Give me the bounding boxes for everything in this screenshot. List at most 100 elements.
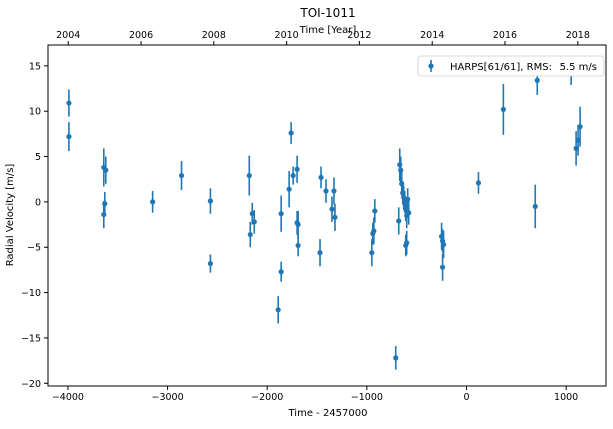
data-point xyxy=(396,207,402,235)
data-point xyxy=(66,89,72,117)
data-point xyxy=(207,254,214,273)
y-tick-label: 0 xyxy=(35,197,41,208)
point-marker xyxy=(66,133,72,140)
point-marker xyxy=(207,198,214,204)
data-point xyxy=(329,196,335,222)
data-point xyxy=(295,234,301,257)
data-point xyxy=(103,156,109,184)
data-point xyxy=(439,229,446,253)
point-marker xyxy=(294,166,300,172)
top-tick-label: 2010 xyxy=(275,30,299,41)
point-marker xyxy=(369,250,375,256)
point-marker xyxy=(246,172,252,179)
legend-rms-value: 5.5 m/s xyxy=(560,62,597,73)
point-marker xyxy=(101,211,107,218)
point-marker xyxy=(247,231,253,238)
point-marker xyxy=(396,218,402,224)
point-marker xyxy=(207,260,214,267)
point-marker xyxy=(500,106,506,112)
point-marker xyxy=(288,130,294,136)
top-tick-label: 2008 xyxy=(202,30,226,41)
data-point xyxy=(403,234,409,257)
y-tick-label: 15 xyxy=(29,61,41,72)
point-marker xyxy=(323,188,329,194)
point-marker xyxy=(475,180,482,186)
point-marker xyxy=(66,100,72,106)
data-point xyxy=(251,210,257,234)
y-tick-label: −10 xyxy=(21,288,41,299)
point-marker xyxy=(577,124,583,130)
point-marker xyxy=(278,211,284,217)
y-tick-label: −5 xyxy=(27,243,41,254)
data-point xyxy=(439,253,446,281)
y-tick-label: −20 xyxy=(21,379,41,390)
x-tick-label: −2000 xyxy=(251,392,283,403)
point-marker xyxy=(275,307,281,313)
data-point xyxy=(406,200,412,225)
data-point xyxy=(178,161,185,191)
point-marker xyxy=(398,167,404,173)
chart-title: TOI-1011 xyxy=(299,6,355,20)
data-point xyxy=(404,230,410,255)
legend-label: HARPS[61/61], RMS: xyxy=(450,62,552,73)
x-tick-label: 1000 xyxy=(554,392,578,403)
data-point xyxy=(150,191,156,213)
top-x-axis-ticks: 2004 2006 2008 2010 2012 2014 2016 2018 xyxy=(56,30,590,45)
data-point xyxy=(278,261,284,282)
point-marker xyxy=(439,264,446,270)
point-marker xyxy=(406,210,412,216)
data-point xyxy=(317,239,323,267)
data-point xyxy=(323,179,329,203)
data-point xyxy=(290,166,296,185)
point-marker xyxy=(331,188,337,194)
y-tick-label: 10 xyxy=(29,107,41,118)
x-tick-label: −4000 xyxy=(52,392,84,403)
point-marker xyxy=(393,355,399,361)
x-axis-label: Time - 2457000 xyxy=(288,408,368,419)
point-marker xyxy=(317,250,323,256)
point-marker xyxy=(397,162,403,168)
data-points xyxy=(66,63,583,370)
y-axis-ticks: −20 −15 −10 −5 0 5 10 15 xyxy=(21,61,48,390)
x-tick-label: 0 xyxy=(463,392,469,403)
data-point xyxy=(102,191,108,216)
data-point xyxy=(294,155,300,183)
point-marker xyxy=(372,208,378,214)
data-point xyxy=(66,122,72,152)
x-tick-label: −3000 xyxy=(152,392,184,403)
data-point xyxy=(318,166,324,189)
data-point xyxy=(331,177,337,205)
data-point xyxy=(372,199,378,223)
y-tick-label: 5 xyxy=(35,152,41,163)
legend-point-marker xyxy=(428,63,434,69)
data-point xyxy=(295,210,301,239)
data-point xyxy=(247,221,253,248)
point-marker xyxy=(286,186,292,192)
point-marker xyxy=(290,172,296,179)
top-tick-label: 2006 xyxy=(129,30,153,41)
point-marker xyxy=(532,203,538,210)
point-marker xyxy=(278,269,284,275)
top-tick-label: 2014 xyxy=(420,30,444,41)
data-point xyxy=(440,230,447,259)
data-point xyxy=(532,184,538,229)
point-marker xyxy=(295,242,301,249)
point-marker xyxy=(295,221,301,228)
top-tick-label: 2012 xyxy=(347,30,371,41)
point-marker xyxy=(332,214,338,220)
data-point xyxy=(288,122,294,144)
data-point xyxy=(332,203,338,231)
data-point xyxy=(577,106,583,147)
data-point xyxy=(275,296,281,324)
point-marker xyxy=(318,174,324,181)
data-point xyxy=(369,239,375,267)
point-marker xyxy=(403,242,409,249)
point-marker xyxy=(371,228,377,234)
data-point xyxy=(393,346,399,370)
top-x-axis-label: Time [Year] xyxy=(299,25,357,36)
plot-area-frame xyxy=(47,44,607,387)
top-tick-label: 2018 xyxy=(566,30,590,41)
data-point xyxy=(500,83,506,135)
